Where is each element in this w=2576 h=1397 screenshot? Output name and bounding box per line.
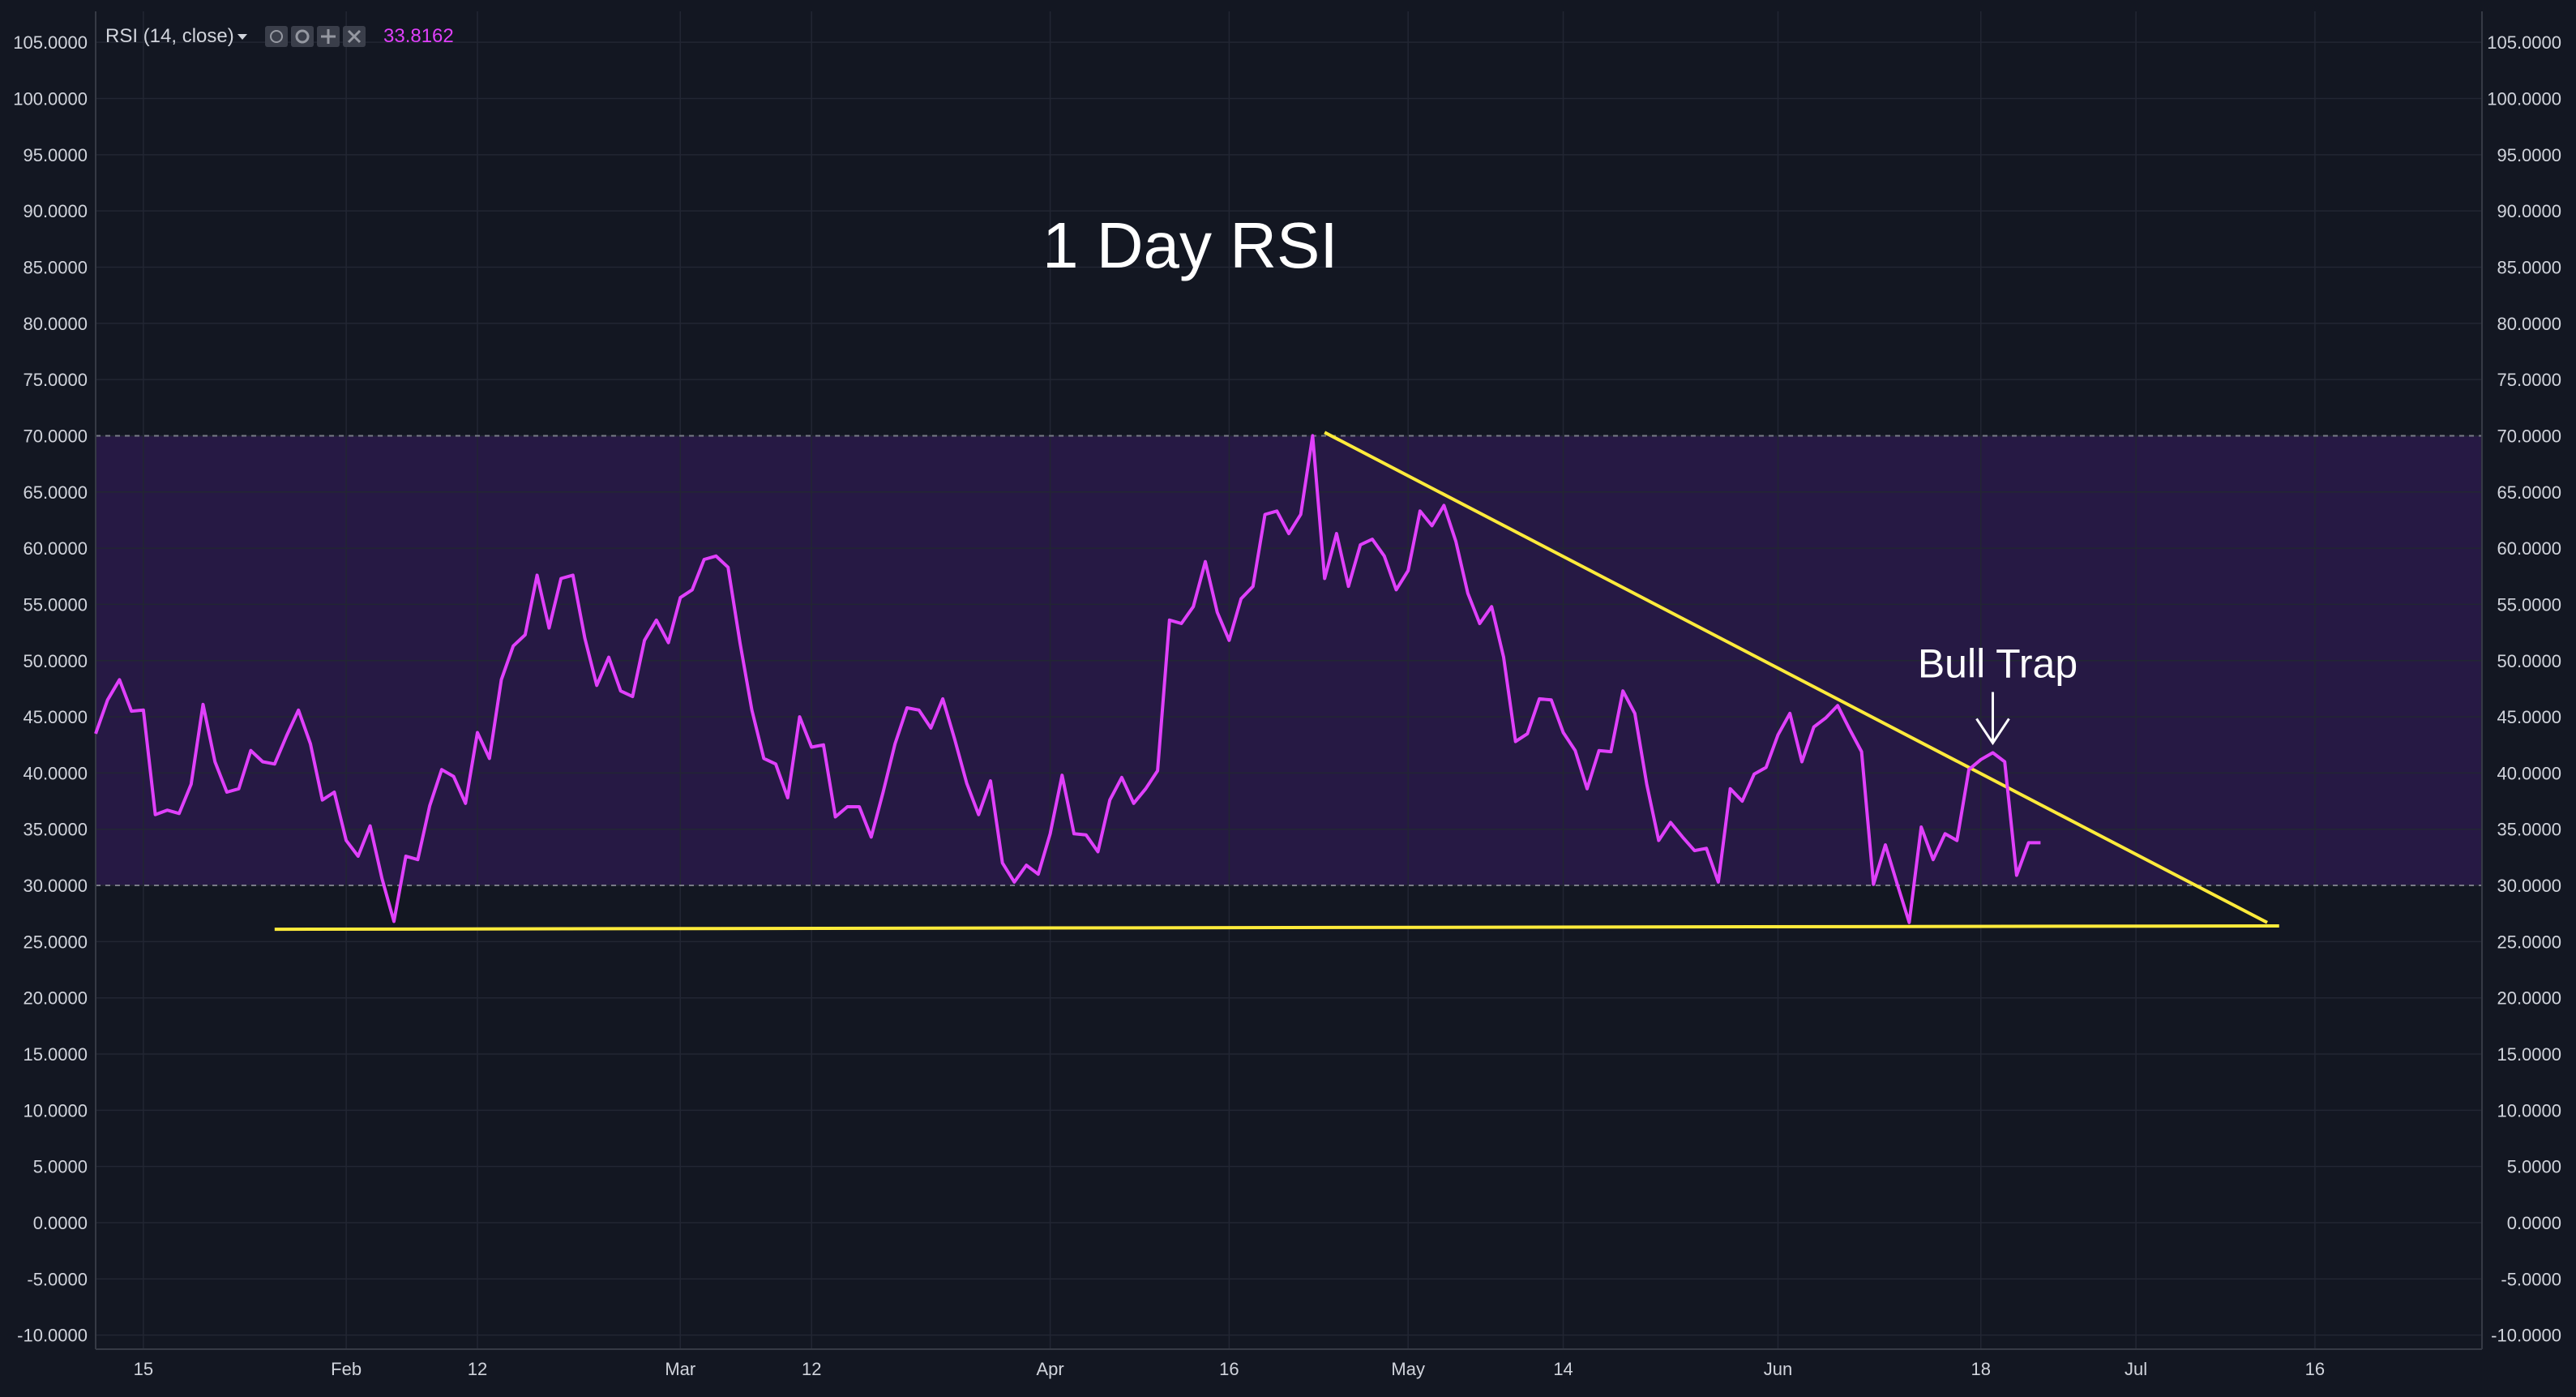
y-tick-label-right: -10.0000: [2491, 1326, 2561, 1346]
x-tick-label: Apr: [1036, 1359, 1063, 1379]
y-tick-label-right: 80.0000: [2497, 314, 2561, 334]
y-tick-label-right: 65.0000: [2497, 482, 2561, 503]
y-tick-label-right: 90.0000: [2497, 201, 2561, 221]
y-tick-label-left: 40.0000: [23, 763, 88, 783]
y-tick-label-left: 90.0000: [23, 201, 88, 221]
y-tick-label-left: -10.0000: [17, 1326, 88, 1346]
y-tick-label-right: 5.0000: [2507, 1157, 2561, 1177]
x-tick-label: 14: [1553, 1359, 1573, 1379]
indicator-name[interactable]: RSI (14, close): [105, 25, 234, 47]
y-tick-label-right: -5.0000: [2501, 1269, 2561, 1289]
y-tick-label-left: 15.0000: [23, 1044, 88, 1065]
x-tick-label: 18: [1971, 1359, 1991, 1379]
y-tick-label-left: 10.0000: [23, 1100, 88, 1121]
y-tick-label-right: 100.0000: [2487, 89, 2561, 109]
indicator-value: 33.8162: [383, 25, 454, 47]
y-tick-label-left: 25.0000: [23, 932, 88, 952]
y-tick-label-left: 45.0000: [23, 707, 88, 727]
series-layer: [94, 434, 2041, 924]
annotation-layer: Bull Trap: [1918, 641, 2077, 746]
y-tick-label-left: 95.0000: [23, 145, 88, 165]
close-icon[interactable]: [343, 26, 366, 47]
y-tick-label-right: 35.0000: [2497, 820, 2561, 840]
indicator-legend[interactable]: RSI (14, close) 33.8162: [105, 25, 454, 47]
y-tick-label-left: 0.0000: [33, 1213, 88, 1233]
y-tick-label-left: 85.0000: [23, 257, 88, 277]
chart-title: 1 Day RSI: [1042, 209, 1338, 281]
y-tick-label-left: 105.0000: [13, 32, 88, 53]
x-tick-label: May: [1391, 1359, 1425, 1379]
y-tick-label-left: 5.0000: [33, 1157, 88, 1177]
y-tick-label-right: 25.0000: [2497, 932, 2561, 952]
y-tick-label-left: 20.0000: [23, 988, 88, 1009]
y-tick-label-left: -5.0000: [27, 1269, 88, 1289]
settings-icon[interactable]: [291, 26, 314, 47]
y-tick-label-left: 65.0000: [23, 482, 88, 503]
descending-trendline: [1324, 431, 2268, 924]
y-tick-label-right: 55.0000: [2497, 594, 2561, 615]
x-tick-label: 16: [2305, 1359, 2325, 1379]
x-tick-label: Feb: [331, 1359, 362, 1379]
x-tick-label: Jul: [2125, 1359, 2147, 1379]
x-tick-label: Mar: [665, 1359, 695, 1379]
y-tick-label-left: 80.0000: [23, 314, 88, 334]
y-tick-label-right: 30.0000: [2497, 876, 2561, 896]
y-tick-label-left: 35.0000: [23, 820, 88, 840]
y-tick-label-right: 45.0000: [2497, 707, 2561, 727]
x-tick-label: 16: [1219, 1359, 1239, 1379]
trendline-layer: [274, 431, 2279, 932]
y-tick-label-right: 105.0000: [2487, 32, 2561, 53]
y-tick-label-left: 30.0000: [23, 876, 88, 896]
y-tick-label-right: 95.0000: [2497, 145, 2561, 165]
y-tick-label-left: 100.0000: [13, 89, 88, 109]
down-arrow-icon: [1975, 692, 2010, 746]
y-tick-label-right: 70.0000: [2497, 426, 2561, 446]
grid-layer: [96, 11, 2482, 1349]
axis-layer: 105.0000 105.0000 100.0000 100.0000 95.0000 9…: [13, 11, 2561, 1379]
y-tick-label-left: 60.0000: [23, 538, 88, 559]
y-tick-label-right: 15.0000: [2497, 1044, 2561, 1065]
y-tick-label-right: 60.0000: [2497, 538, 2561, 559]
legend-dropdown-icon[interactable]: [237, 34, 247, 40]
y-tick-label-right: 50.0000: [2497, 651, 2561, 671]
y-tick-label-right: 10.0000: [2497, 1100, 2561, 1121]
x-tick-label: 12: [468, 1359, 487, 1379]
add-icon[interactable]: [317, 26, 340, 47]
x-tick-label: 12: [802, 1359, 821, 1379]
y-tick-label-right: 75.0000: [2497, 370, 2561, 390]
annotation-label: Bull Trap: [1918, 641, 2077, 686]
support-trendline: [274, 923, 2279, 932]
y-tick-label-left: 70.0000: [23, 426, 88, 446]
x-tick-label: 15: [134, 1359, 153, 1379]
y-tick-label-left: 50.0000: [23, 651, 88, 671]
eye-icon[interactable]: [265, 26, 288, 47]
y-tick-label-right: 85.0000: [2497, 257, 2561, 277]
y-tick-label-right: 0.0000: [2507, 1213, 2561, 1233]
y-tick-label-right: 20.0000: [2497, 988, 2561, 1009]
y-tick-label-left: 75.0000: [23, 370, 88, 390]
x-tick-label: Jun: [1764, 1359, 1792, 1379]
y-tick-label-right: 40.0000: [2497, 763, 2561, 783]
rsi-series-line: [94, 434, 2041, 924]
y-tick-label-left: 55.0000: [23, 594, 88, 615]
